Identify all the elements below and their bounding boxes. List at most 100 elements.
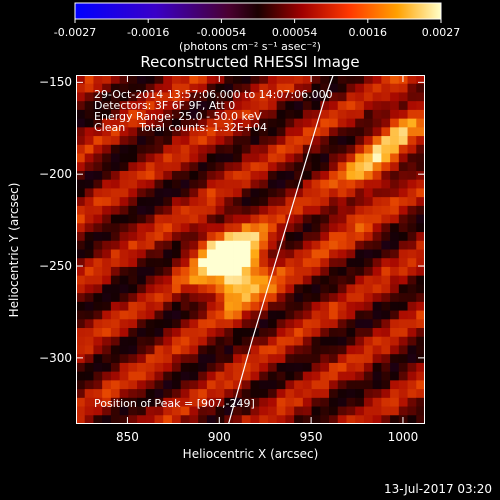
heatmap-cell	[250, 258, 260, 268]
heatmap-cell	[154, 75, 164, 85]
heatmap-cell	[285, 170, 295, 181]
heatmap-cell	[355, 275, 365, 285]
heatmap-cell	[250, 109, 260, 120]
heatmap-cell	[337, 362, 347, 373]
heatmap-cell	[302, 415, 312, 424]
x-tick-label: 1000	[387, 430, 419, 444]
heatmap-cell	[215, 223, 225, 233]
heatmap-cell	[102, 415, 112, 424]
heatmap-cell	[416, 118, 425, 128]
heatmap-cell	[250, 301, 260, 311]
heatmap-cell	[276, 127, 286, 137]
heatmap-cell	[346, 301, 356, 311]
heatmap-cell	[276, 75, 286, 85]
heatmap-cell	[294, 144, 304, 154]
heatmap-cell	[372, 92, 382, 102]
heatmap-cell	[259, 266, 269, 277]
heatmap-cell	[407, 397, 417, 407]
heatmap-cell	[250, 153, 260, 163]
heatmap-cell	[346, 170, 356, 181]
heatmap-cell	[311, 232, 321, 242]
heatmap-cell	[285, 345, 295, 355]
heatmap-cell	[250, 240, 260, 250]
x-axis-label: Heliocentric X (arcsec)	[182, 447, 319, 461]
heatmap-cell	[189, 362, 199, 373]
heatmap-cell	[119, 179, 129, 189]
heatmap-cell	[163, 362, 173, 373]
heatmap-cell	[337, 240, 347, 250]
heatmap-cell	[381, 345, 391, 355]
heatmap-cell	[250, 362, 260, 373]
heatmap-cell	[320, 380, 330, 390]
heatmap-cell	[267, 75, 278, 85]
heatmap-cell	[171, 127, 182, 137]
heatmap-cell	[285, 249, 295, 259]
heatmap-cell	[206, 232, 217, 242]
heatmap-cell	[276, 162, 286, 172]
heatmap-cell	[250, 188, 260, 198]
heatmap-cell	[250, 415, 260, 424]
heatmap-cell	[93, 205, 103, 216]
heatmap-cell	[154, 127, 164, 137]
heatmap-cell	[285, 266, 295, 277]
heatmap-cell	[302, 153, 312, 163]
heatmap-cell	[267, 406, 278, 416]
heatmap-cell	[154, 170, 164, 181]
heatmap-cell	[390, 109, 400, 120]
heatmap-cell	[363, 397, 374, 407]
heatmap-cell	[407, 371, 417, 381]
heatmap-cell	[215, 83, 225, 93]
heatmap-cell	[381, 92, 391, 102]
heatmap-cell	[276, 275, 286, 285]
heatmap-cell	[189, 249, 199, 259]
heatmap-cell	[154, 415, 164, 424]
heatmap-cell	[206, 362, 217, 373]
heatmap-cell	[320, 345, 330, 355]
heatmap-cell	[267, 205, 278, 216]
heatmap-cell	[276, 406, 286, 416]
heatmap-cell	[110, 240, 121, 250]
heatmap-cell	[84, 397, 94, 407]
heatmap-cell	[233, 258, 243, 268]
heatmap-cell	[154, 389, 164, 399]
heatmap-cell	[398, 144, 408, 154]
heatmap-cell	[206, 406, 217, 416]
heatmap-cell	[398, 371, 408, 381]
heatmap-cell	[390, 75, 400, 85]
heatmap-cell	[163, 345, 173, 355]
heatmap-cell	[102, 336, 112, 346]
heatmap-cell	[224, 232, 234, 242]
heatmap-cell	[224, 109, 234, 120]
heatmap-cell	[171, 144, 182, 154]
heatmap-cell	[189, 197, 199, 207]
heatmap-cell	[128, 293, 138, 303]
heatmap-cell	[355, 240, 365, 250]
heatmap-cell	[346, 336, 356, 346]
heatmap-cell	[294, 406, 304, 416]
heatmap-cell	[180, 223, 190, 233]
heatmap-cell	[320, 170, 330, 181]
heatmap-cell	[363, 162, 374, 172]
heatmap-cell	[372, 249, 382, 259]
heatmap-cell	[363, 406, 374, 416]
heatmap-cell	[276, 240, 286, 250]
heatmap-cell	[329, 136, 339, 146]
heatmap-cell	[276, 389, 286, 399]
heatmap-cell	[381, 205, 391, 216]
heatmap-cell	[372, 136, 382, 146]
heatmap-cell	[416, 249, 425, 259]
heatmap-cell	[180, 83, 190, 93]
heatmap-cell	[329, 240, 339, 250]
heatmap-cell	[372, 144, 382, 154]
heatmap-cell	[76, 275, 86, 285]
heatmap-cell	[407, 232, 417, 242]
heatmap-cell	[346, 101, 356, 111]
heatmap-cell	[180, 258, 190, 268]
heatmap-cell	[276, 328, 286, 338]
heatmap-cell	[372, 266, 382, 277]
heatmap-cell	[84, 310, 94, 320]
heatmap-cell	[259, 249, 269, 259]
heatmap-cell	[224, 310, 234, 320]
heatmap-cell	[137, 266, 147, 277]
heatmap-cell	[198, 144, 208, 154]
